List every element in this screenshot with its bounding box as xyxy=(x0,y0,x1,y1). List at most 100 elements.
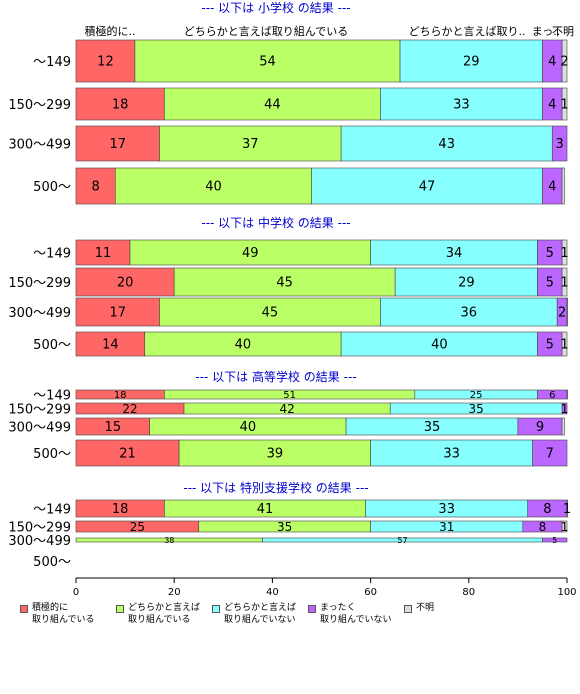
header-label: どちらかと言えば取り組んでいる xyxy=(184,25,348,38)
data-label: 40 xyxy=(431,338,448,353)
data-label: 51 xyxy=(283,390,296,401)
row-label: 300〜499 xyxy=(8,306,71,321)
bar-segment xyxy=(311,167,543,205)
row-label: 〜149 xyxy=(33,55,71,70)
data-label: 4 xyxy=(548,180,556,195)
row-label: 500〜 xyxy=(33,555,71,570)
data-label: 8 xyxy=(543,502,551,517)
row-label: 150〜299 xyxy=(8,98,71,113)
bar-segment xyxy=(134,39,401,83)
row-label: 150〜299 xyxy=(8,521,71,536)
panel-title: --- 以下は 中学校 の結果 --- xyxy=(201,215,350,230)
legend-label-series-4: まったく 取り組んでいない xyxy=(320,603,392,625)
row-label: 500〜 xyxy=(33,447,71,462)
legend-item-series-3: どちらかと言えば 取り組んでいない xyxy=(212,602,296,626)
data-label: 18 xyxy=(114,390,127,401)
header-label: まっ.. xyxy=(532,25,561,38)
data-label: 57 xyxy=(397,536,407,545)
bar-segment xyxy=(566,297,568,327)
data-label: 3 xyxy=(555,137,563,152)
bar-segment xyxy=(340,125,553,162)
bar-segment xyxy=(75,125,160,162)
data-label: 35 xyxy=(424,420,441,435)
data-label: 29 xyxy=(463,55,480,70)
data-label: 44 xyxy=(264,98,281,113)
data-label: 41 xyxy=(257,502,274,517)
bar-segment xyxy=(75,331,146,357)
x-tick-label: 80 xyxy=(462,587,475,598)
data-label: 40 xyxy=(240,420,257,435)
data-label: 1 xyxy=(561,402,569,416)
row-label: 150〜299 xyxy=(8,276,71,291)
data-label: 20 xyxy=(117,276,134,291)
data-label: 36 xyxy=(461,306,478,321)
bar-segment xyxy=(561,39,568,83)
data-label: 11 xyxy=(95,246,112,261)
bar-segment xyxy=(114,167,312,205)
bar-segment xyxy=(173,267,396,297)
bar-segment xyxy=(537,331,563,357)
data-label: 5 xyxy=(546,276,554,291)
data-label: 42 xyxy=(279,402,294,416)
data-label: 1 xyxy=(563,502,571,517)
bar-segment xyxy=(561,167,565,205)
x-tick-label: 40 xyxy=(266,587,279,598)
bar-segment xyxy=(370,439,533,467)
data-label: 39 xyxy=(267,447,284,462)
bar-segment xyxy=(75,167,116,205)
row-label: 300〜499 xyxy=(8,138,71,153)
bar-segment xyxy=(75,267,175,297)
data-label: 25 xyxy=(470,390,483,401)
legend-swatch-series-2 xyxy=(116,605,124,613)
data-label: 29 xyxy=(458,276,475,291)
data-label: 40 xyxy=(205,180,222,195)
bar-segment xyxy=(164,87,381,121)
data-label: 22 xyxy=(122,402,137,416)
bar-segment xyxy=(561,239,568,266)
data-label: 18 xyxy=(112,98,129,113)
data-label: 2 xyxy=(558,306,566,321)
bar-segment xyxy=(144,331,342,357)
bar-segment xyxy=(561,87,568,121)
bar-segment xyxy=(561,417,565,436)
data-label: 4 xyxy=(548,55,556,70)
data-label: 1 xyxy=(561,520,569,534)
bar-segment xyxy=(75,439,180,467)
data-label: 5 xyxy=(552,536,557,545)
data-label: 33 xyxy=(453,98,470,113)
panel-title: --- 以下は 高等学校 の結果 --- xyxy=(195,369,356,384)
row-label: 〜149 xyxy=(33,247,71,262)
row-label: 500〜 xyxy=(33,338,71,353)
bar-segment xyxy=(566,389,568,400)
data-label: 40 xyxy=(235,338,252,353)
bar-segment xyxy=(551,125,568,162)
bar-segment xyxy=(380,87,543,121)
data-label: 37 xyxy=(242,137,259,152)
data-label: 6 xyxy=(549,390,555,401)
bar-segment xyxy=(561,402,568,415)
bar-segment xyxy=(178,439,371,467)
data-label: 34 xyxy=(446,246,463,261)
bar-segment xyxy=(370,239,538,266)
data-label: 35 xyxy=(277,520,292,534)
legend-swatch-series-5 xyxy=(404,605,412,613)
data-label: 1 xyxy=(560,276,568,291)
legend-item-series-5: 不明 xyxy=(404,602,434,614)
data-label: 54 xyxy=(259,55,276,70)
data-label: 5 xyxy=(546,338,554,353)
data-label: 47 xyxy=(419,180,436,195)
row-label: 500〜 xyxy=(33,180,71,195)
data-label: 49 xyxy=(242,246,259,261)
legend-item-series-4: まったく 取り組んでいない xyxy=(308,602,392,626)
data-label: 17 xyxy=(109,306,126,321)
bar-segment xyxy=(394,267,538,297)
legend-swatch-series-4 xyxy=(308,605,316,613)
data-label: 35 xyxy=(469,402,484,416)
data-label: 33 xyxy=(438,502,455,517)
header-label: 不明 xyxy=(552,25,574,38)
header-label: どちらかと言えば取り.. xyxy=(409,25,526,38)
data-label: 17 xyxy=(109,137,126,152)
bar-segment xyxy=(561,331,568,357)
bar-segment xyxy=(159,297,381,327)
